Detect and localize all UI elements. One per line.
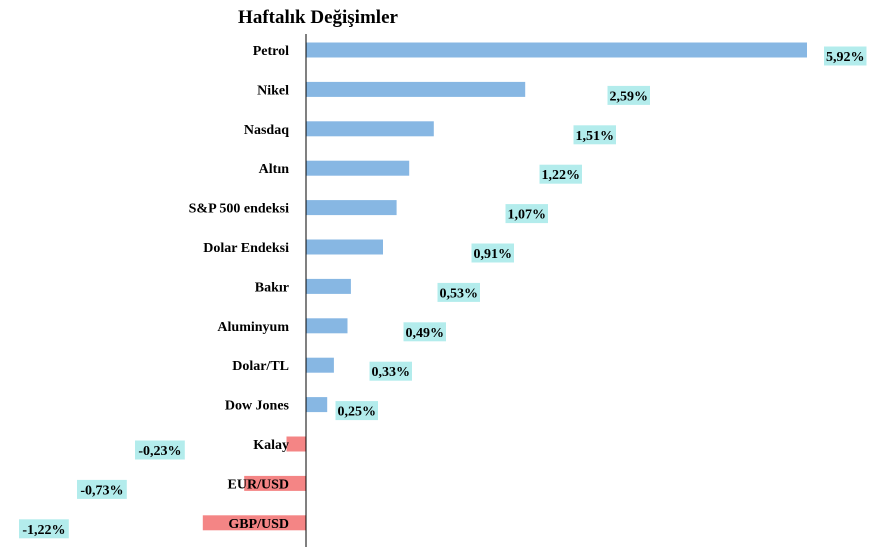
category-label-aluminyum: Aluminyum [217, 320, 289, 335]
category-label-gbp-usd: GBP/USD [228, 517, 289, 532]
value-label-bg-kalay [135, 440, 185, 460]
value-label-dolar-endeksi: 0,91% [474, 247, 513, 262]
value-label-kalay: -0,23% [138, 444, 181, 459]
value-label-bg-aluminyum [403, 322, 446, 342]
value-label-bg-dolar-tl [369, 361, 412, 381]
category-label-nasdaq: Nasdaq [244, 123, 289, 138]
value-label-bg-nasdaq [573, 125, 616, 145]
bar-nikel [306, 81, 526, 97]
value-label-bg-dolar-endeksi [471, 243, 514, 263]
value-label-nikel: 2,59% [610, 89, 649, 104]
value-label-dow-jones: 0,25% [338, 405, 377, 420]
value-label-bg-eur-usd [77, 479, 127, 499]
bar-dolar-endeksi [306, 239, 383, 255]
value-label-nasdaq: 1,51% [576, 129, 615, 144]
category-label-kalay: Kalay [253, 438, 289, 453]
value-labels-layer: 5,92% 2,59% 1,51% 1,22% 1,07% 0,91% 0,53% 0,49%… [19, 46, 867, 539]
bar-petrol [306, 42, 807, 58]
chart-title: Haftalık Değişimler [238, 7, 398, 28]
bars-layer [202, 42, 807, 531]
category-label-bakir: Bakır [255, 280, 289, 295]
bar-aluminyum [306, 318, 348, 334]
value-label-bg-nikel [607, 85, 650, 105]
category-label-eur-usd: EUR/USD [228, 477, 289, 492]
category-label-nikel: Nikel [257, 83, 289, 98]
value-label-altin: 1,22% [542, 168, 581, 183]
value-label-aluminyum: 0,49% [406, 326, 445, 341]
value-label-eur-usd: -0,73% [80, 483, 123, 498]
value-label-bg-dow-jones [335, 401, 378, 421]
bar-dow-jones [306, 397, 328, 413]
bar-kalay [286, 436, 306, 452]
value-label-sandp-500-endeksi: 1,07% [508, 208, 547, 223]
bar-gbp-usd [202, 515, 306, 531]
value-label-bg-petrol [824, 46, 867, 66]
category-label-dow-jones: Dow Jones [225, 399, 290, 414]
value-label-bakir: 0,53% [440, 286, 479, 301]
value-label-bg-gbp-usd [19, 519, 69, 539]
value-label-bg-bakir [437, 282, 480, 302]
value-label-gbp-usd: -1,22% [22, 523, 65, 538]
value-label-bg-altin [539, 164, 582, 184]
category-label-dolar-tl: Dolar/TL [232, 359, 289, 374]
value-label-dolar-tl: 0,33% [372, 365, 411, 380]
category-labels-layer: Petrol Nikel Nasdaq Altın S&P 500 endeksi Dol… [189, 44, 290, 532]
bar-eur-usd [244, 475, 306, 491]
bar-dolar-tl [306, 357, 334, 373]
category-label-sandp-500-endeksi: S&P 500 endeksi [189, 202, 289, 217]
value-label-bg-sandp-500-endeksi [505, 204, 548, 224]
value-label-petrol: 5,92% [826, 50, 865, 65]
category-label-petrol: Petrol [253, 44, 289, 59]
category-label-dolar-endeksi: Dolar Endeksi [203, 241, 289, 256]
bar-bakir [306, 278, 351, 294]
bar-sandp-500-endeksi [306, 200, 397, 216]
bar-nasdaq [306, 121, 434, 137]
category-label-altin: Altın [259, 162, 290, 177]
bar-altin [306, 160, 410, 176]
